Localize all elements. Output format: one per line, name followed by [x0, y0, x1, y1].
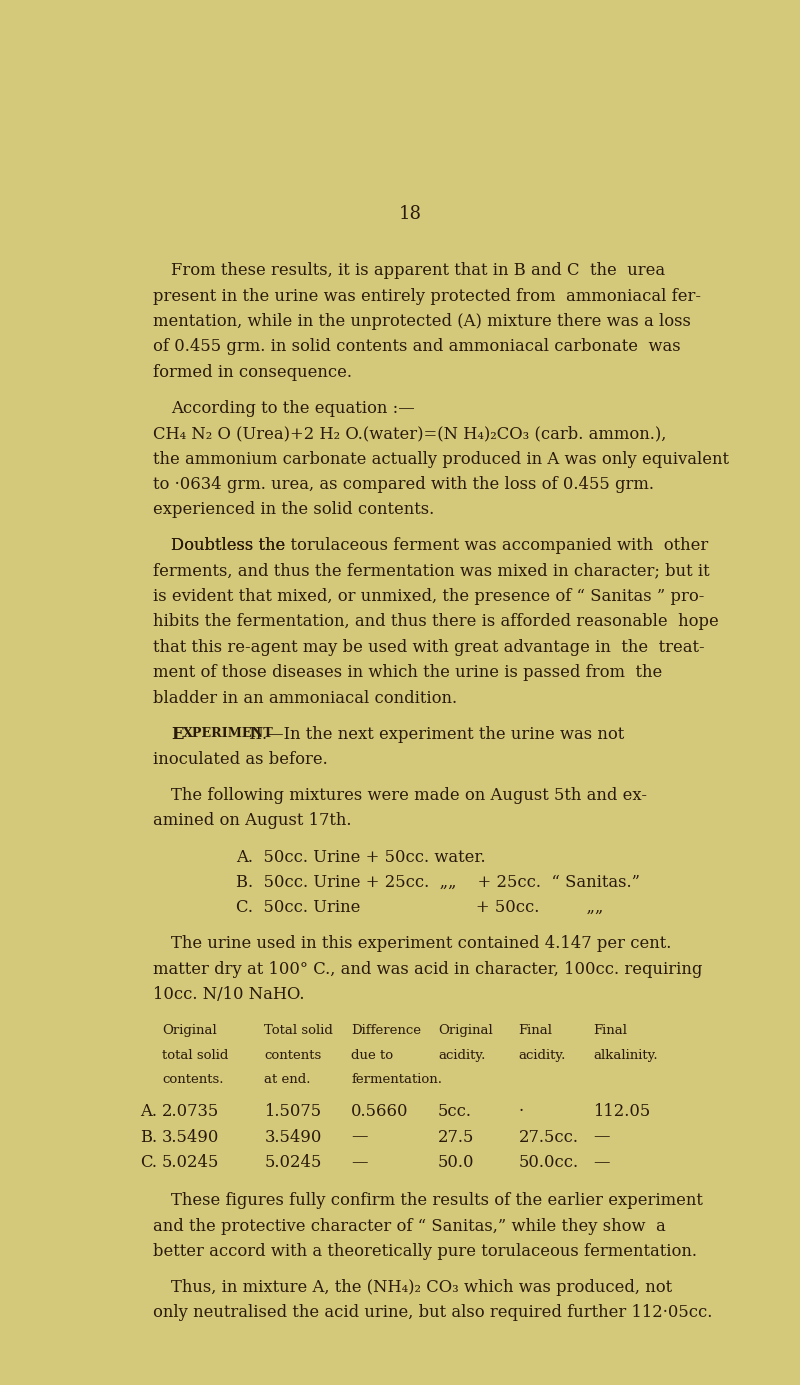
Text: matter dry at 100° C., and was acid in character, 100cc. requiring: matter dry at 100° C., and was acid in c… — [153, 961, 702, 978]
Text: E: E — [171, 726, 184, 742]
Text: 50.0cc.: 50.0cc. — [518, 1154, 578, 1170]
Text: 5cc.: 5cc. — [438, 1104, 472, 1120]
Text: 1.5075: 1.5075 — [264, 1104, 322, 1120]
Text: The following mixtures were made on August 5th and ex-: The following mixtures were made on Augu… — [171, 787, 647, 805]
Text: 10cc. N/10 NaHO.: 10cc. N/10 NaHO. — [153, 986, 304, 1003]
Text: C.: C. — [140, 1154, 158, 1170]
Text: B.: B. — [140, 1129, 158, 1145]
Text: Doubtless the torulaceous ferment was accompanied with  other: Doubtless the torulaceous ferment was ac… — [171, 537, 709, 554]
Text: experienced in the solid contents.: experienced in the solid contents. — [153, 501, 434, 518]
Text: B.  50cc. Urine + 25cc.  „„    + 25cc.  “ Sanitas.”: B. 50cc. Urine + 25cc. „„ + 25cc. “ Sani… — [237, 874, 640, 891]
Text: These figures fully confirm the results of the earlier experiment: These figures fully confirm the results … — [171, 1192, 703, 1209]
Text: that this re-agent may be used with great advantage in  the  treat-: that this re-agent may be used with grea… — [153, 638, 704, 656]
Text: 5.0245: 5.0245 — [162, 1154, 219, 1170]
Text: 3.5490: 3.5490 — [264, 1129, 322, 1145]
Text: 0.5660: 0.5660 — [351, 1104, 409, 1120]
Text: Original: Original — [438, 1025, 493, 1037]
Text: II.—In the next experiment the urine was not: II.—In the next experiment the urine was… — [245, 726, 625, 742]
Text: ment of those diseases in which the urine is passed from  the: ment of those diseases in which the urin… — [153, 665, 662, 681]
Text: According to the equation :—: According to the equation :— — [171, 400, 415, 417]
Text: ferments, and thus the fermentation was mixed in character; but it: ferments, and thus the fermentation was … — [153, 562, 710, 580]
Text: only neutralised the acid urine, but also required further 112·05cc.: only neutralised the acid urine, but als… — [153, 1305, 712, 1321]
Text: total solid: total solid — [162, 1048, 228, 1062]
Text: C.  50cc. Urine                      + 50cc.         „„: C. 50cc. Urine + 50cc. „„ — [237, 899, 604, 917]
Text: the ammonium carbonate actually produced in A was only equivalent: the ammonium carbonate actually produced… — [153, 450, 729, 468]
Text: XPERIMENT: XPERIMENT — [182, 727, 274, 740]
Text: acidity.: acidity. — [518, 1048, 566, 1062]
Text: —: — — [593, 1154, 610, 1170]
Text: hibits the fermentation, and thus there is afforded reasonable  hope: hibits the fermentation, and thus there … — [153, 614, 718, 630]
Text: Original: Original — [162, 1025, 217, 1037]
Text: 5.0245: 5.0245 — [264, 1154, 322, 1170]
Text: Doubtless the: Doubtless the — [171, 537, 291, 554]
Text: Total solid: Total solid — [264, 1025, 333, 1037]
Text: formed in consequence.: formed in consequence. — [153, 364, 352, 381]
Text: Thus, in mixture A, the (NH₄)₂ CO₃ which was produced, not: Thus, in mixture A, the (NH₄)₂ CO₃ which… — [171, 1278, 673, 1296]
Text: contents: contents — [264, 1048, 322, 1062]
Text: amined on August 17th.: amined on August 17th. — [153, 813, 351, 830]
Text: —: — — [351, 1129, 368, 1145]
Text: 3.5490: 3.5490 — [162, 1129, 219, 1145]
Text: 18: 18 — [398, 205, 422, 223]
Text: better accord with a theoretically pure torulaceous fermentation.: better accord with a theoretically pure … — [153, 1242, 697, 1260]
Text: alkalinity.: alkalinity. — [593, 1048, 658, 1062]
Text: acidity.: acidity. — [438, 1048, 486, 1062]
Text: CH₄ N₂ O (Urea)+2 H₂ O.(water)=(N H₄)₂CO₃ (carb. ammon.),: CH₄ N₂ O (Urea)+2 H₂ O.(water)=(N H₄)₂CO… — [153, 425, 666, 442]
Text: 2.0735: 2.0735 — [162, 1104, 219, 1120]
Text: 27.5cc.: 27.5cc. — [518, 1129, 578, 1145]
Text: of 0.455 grm. in solid contents and ammoniacal carbonate  was: of 0.455 grm. in solid contents and ammo… — [153, 338, 680, 356]
Text: Difference: Difference — [351, 1025, 421, 1037]
Text: due to: due to — [351, 1048, 394, 1062]
Text: inoculated as before.: inoculated as before. — [153, 751, 327, 769]
Text: at end.: at end. — [264, 1073, 310, 1086]
Text: mentation, while in the unprotected (A) mixture there was a loss: mentation, while in the unprotected (A) … — [153, 313, 690, 330]
Text: bladder in an ammoniacal condition.: bladder in an ammoniacal condition. — [153, 690, 457, 706]
Text: 112.05: 112.05 — [593, 1104, 650, 1120]
Text: —: — — [593, 1129, 610, 1145]
Text: and the protective character of “ Sanitas,” while they show  a: and the protective character of “ Sanita… — [153, 1217, 666, 1234]
Text: contents.: contents. — [162, 1073, 223, 1086]
Text: From these results, it is apparent that in B and C  the  urea: From these results, it is apparent that … — [171, 262, 666, 280]
Text: to ·0634 grm. urea, as compared with the loss of 0.455 grm.: to ·0634 grm. urea, as compared with the… — [153, 476, 654, 493]
Text: A.  50cc. Urine + 50cc. water.: A. 50cc. Urine + 50cc. water. — [237, 849, 486, 866]
Text: Final: Final — [518, 1025, 553, 1037]
Text: 27.5: 27.5 — [438, 1129, 474, 1145]
Text: The urine used in this experiment contained 4.147 per cent.: The urine used in this experiment contai… — [171, 935, 672, 953]
Text: A.: A. — [140, 1104, 158, 1120]
Text: present in the urine was entirely protected from  ammoniacal fer-: present in the urine was entirely protec… — [153, 288, 701, 305]
Text: is evident that mixed, or unmixed, the presence of “ Sanitas ” pro-: is evident that mixed, or unmixed, the p… — [153, 589, 704, 605]
Text: ·: · — [518, 1104, 524, 1120]
Text: Final: Final — [593, 1025, 627, 1037]
Text: 50.0: 50.0 — [438, 1154, 474, 1170]
Text: —: — — [351, 1154, 368, 1170]
Text: fermentation.: fermentation. — [351, 1073, 442, 1086]
